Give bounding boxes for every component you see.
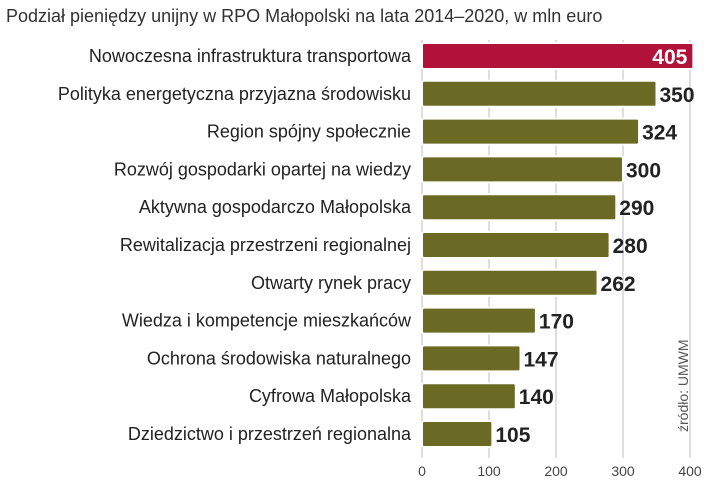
- bar: [421, 231, 611, 259]
- value-label: 147: [523, 348, 558, 371]
- x-tick-label: 400: [678, 463, 702, 479]
- x-tick-label: 300: [611, 463, 635, 479]
- category-label: Ochrona środowiska naturalnego: [147, 348, 411, 368]
- bar: [421, 420, 494, 448]
- bar: [421, 79, 658, 108]
- value-label: 170: [539, 311, 574, 334]
- category-label: Wiedza i kompetencje mieszkańców: [122, 311, 412, 331]
- value-label: 300: [626, 159, 661, 182]
- x-tick-label: 100: [477, 463, 501, 479]
- bar: [421, 344, 522, 373]
- bar: [421, 193, 618, 222]
- bar: [421, 268, 599, 297]
- value-label: 280: [613, 235, 648, 258]
- category-label: Dziedzictwo i przestrzeń regionalna: [128, 424, 412, 444]
- x-tick-label: 200: [544, 463, 568, 479]
- category-label: Rozwój gospodarki opartej na wiedzy: [114, 159, 411, 179]
- bar: [421, 306, 537, 335]
- category-label: Rewitalizacja przestrzeni regionalnej: [120, 235, 411, 255]
- category-label: Polityka energetyczna przyjazna środowis…: [58, 84, 411, 104]
- category-label: Cyfrowa Małopolska: [249, 386, 412, 406]
- chart-title: Podział pieniędzy unijny w RPO Małopolsk…: [6, 6, 603, 26]
- bar: [421, 155, 624, 184]
- source-note: źródło: UMWM: [675, 339, 691, 432]
- value-label: 290: [619, 197, 654, 220]
- value-label: 262: [601, 273, 636, 296]
- category-label: Aktywna gospodarczo Małopolska: [139, 197, 412, 217]
- category-label: Otwarty rynek pracy: [251, 273, 411, 293]
- value-label: 105: [495, 424, 530, 447]
- value-label: 140: [519, 386, 554, 409]
- category-label: Nowoczesna infrastruktura transportowa: [89, 46, 412, 66]
- value-label: 405: [652, 46, 687, 69]
- x-tick-label: 0: [418, 463, 426, 479]
- category-label: Region spójny społecznie: [207, 122, 411, 142]
- bar: [421, 382, 517, 411]
- value-label: 350: [660, 84, 695, 107]
- bar: [421, 117, 641, 146]
- value-label: 324: [642, 122, 677, 145]
- bar: [421, 42, 695, 70]
